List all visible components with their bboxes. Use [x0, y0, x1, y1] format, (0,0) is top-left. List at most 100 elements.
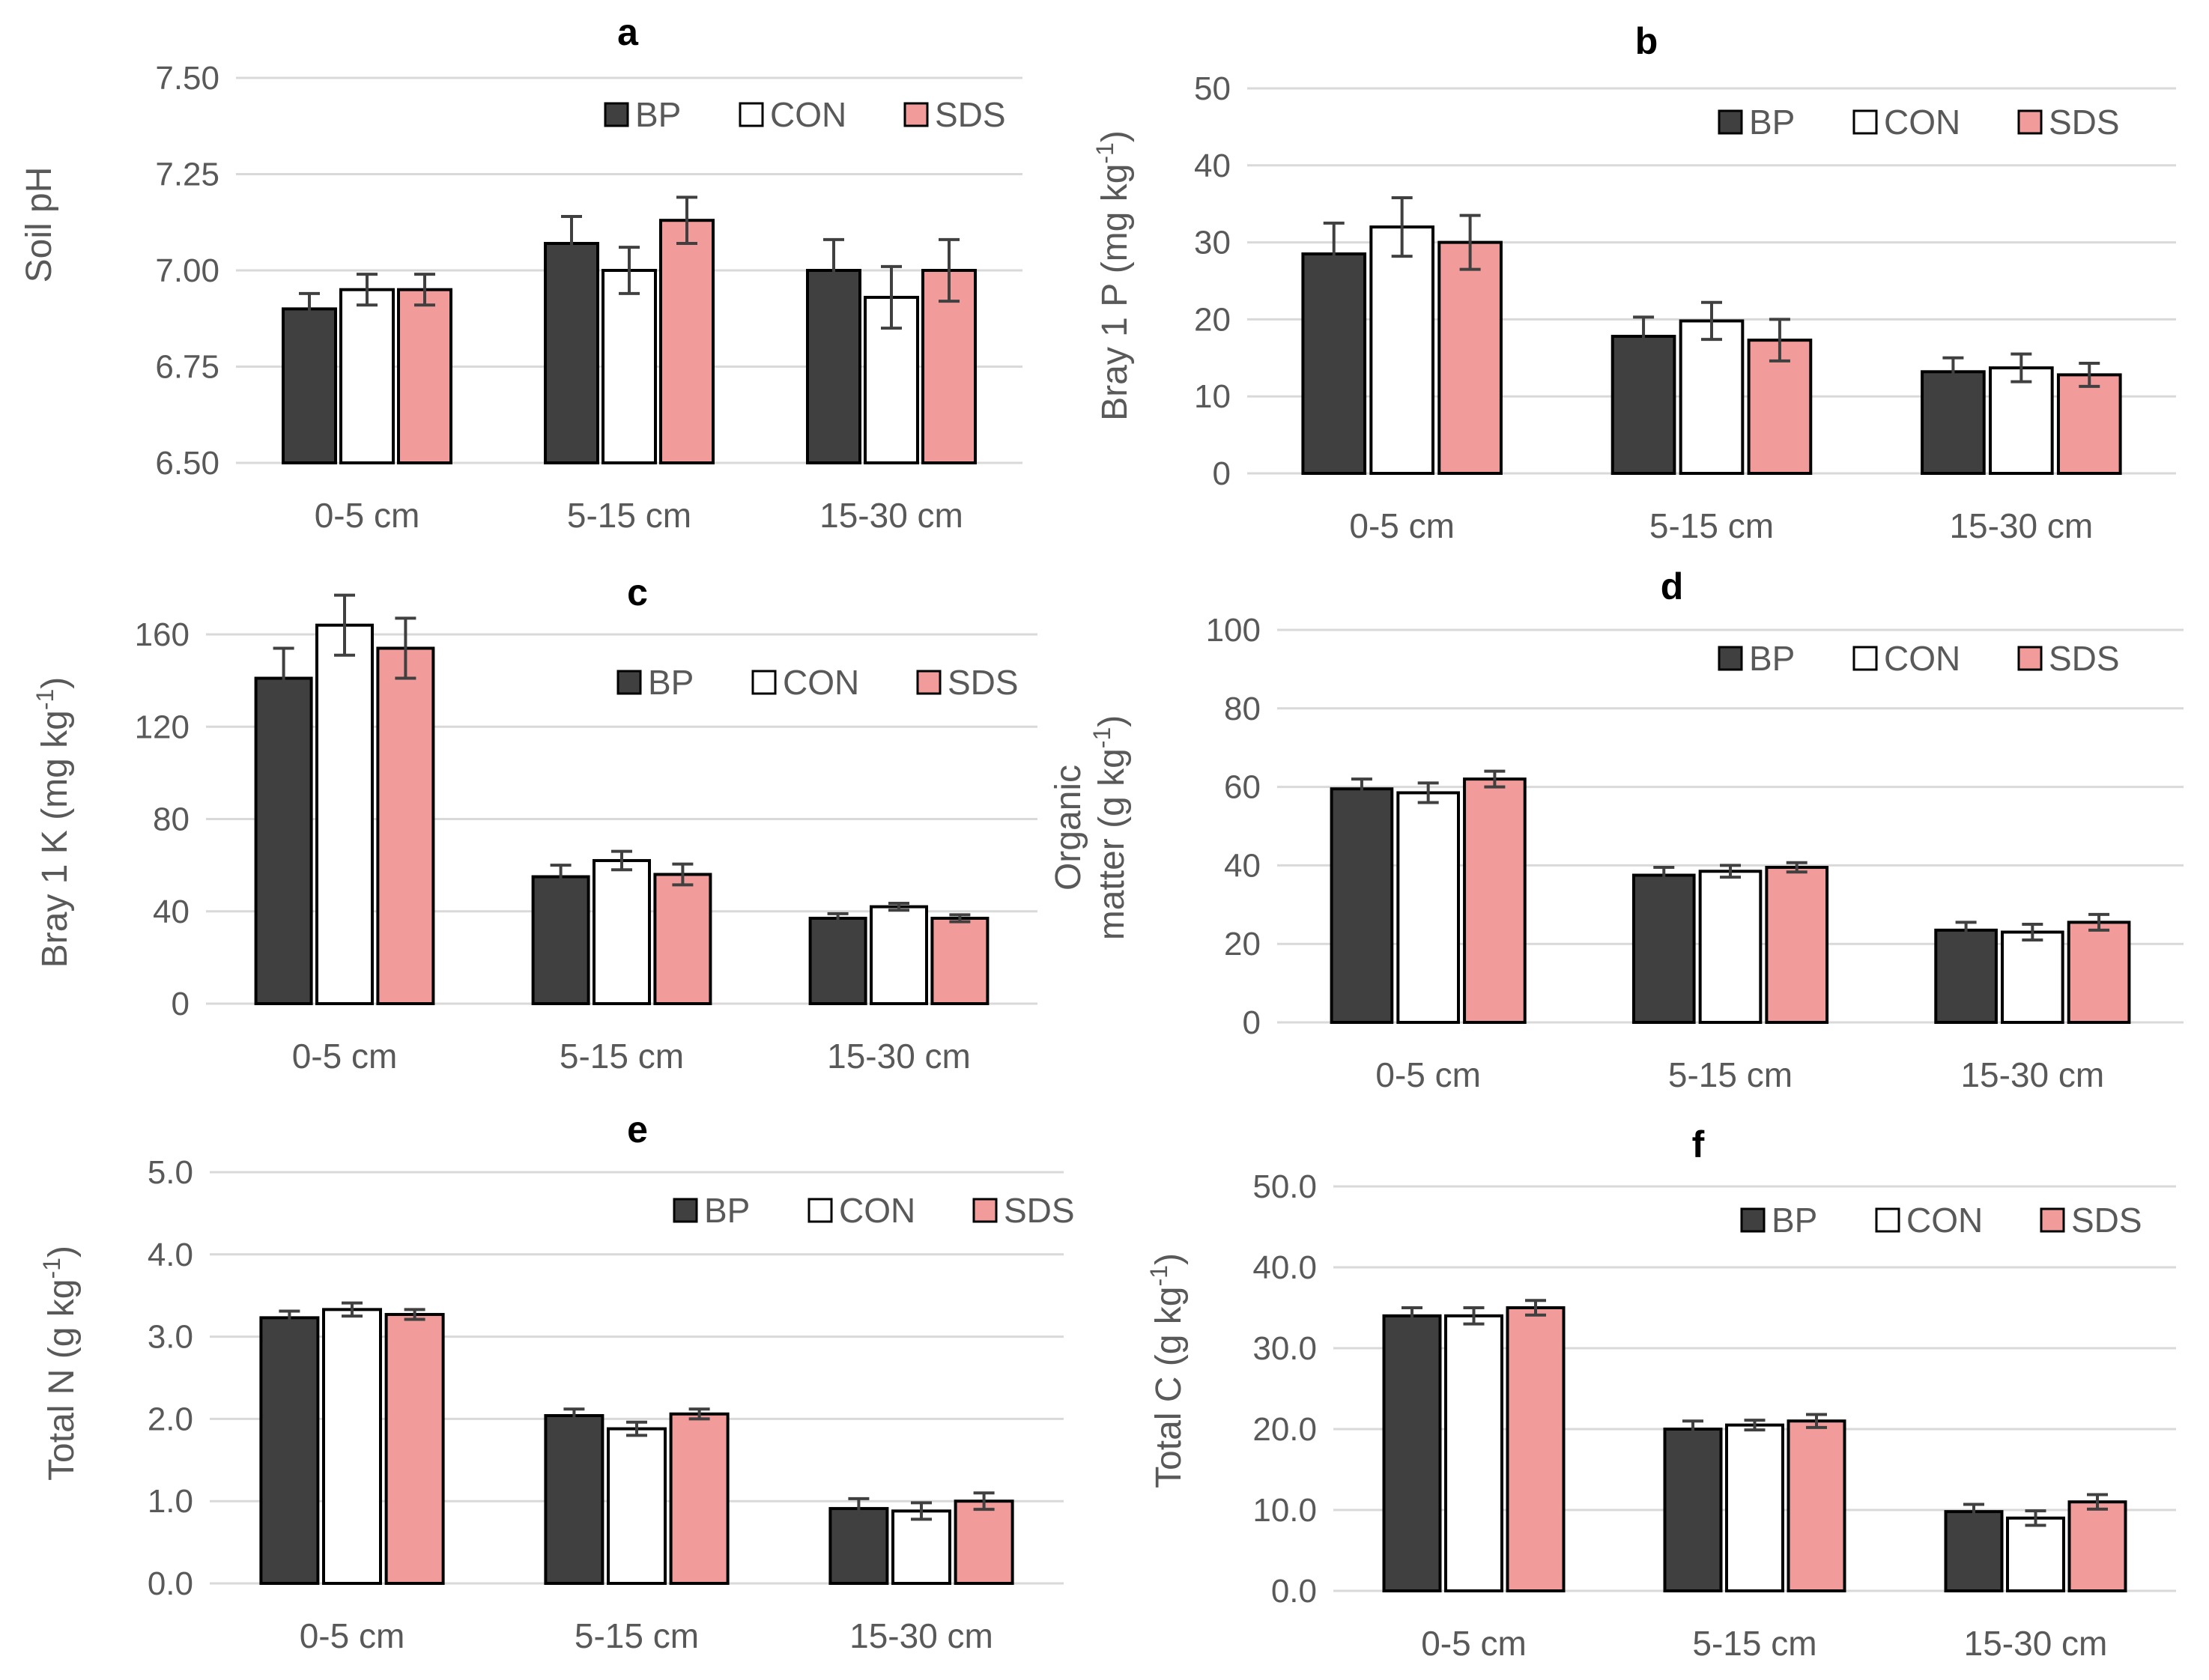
- y-tick-label: 7.00: [155, 252, 219, 289]
- chart-panel-d: 0 20 40 60 80 100 0-5 cm 5-15 cm 15-30 cm d Organi…: [1049, 565, 2184, 1094]
- error-bar: [1786, 861, 1807, 874]
- y-tick-label: 80: [153, 801, 190, 838]
- y-tick-label: 3.0: [148, 1319, 193, 1356]
- error-bar: [1323, 221, 1345, 287]
- panel-letter: e: [627, 1109, 648, 1150]
- error-bar: [357, 273, 378, 307]
- error-bar: [550, 864, 572, 890]
- error-bar: [2010, 352, 2032, 383]
- bar-sds-1: [384, 1312, 445, 1585]
- error-bar: [1701, 300, 1722, 342]
- error-bar: [561, 215, 582, 272]
- legend-swatch-bp: [673, 1198, 698, 1223]
- x-category-label: 5-15 cm: [560, 1037, 684, 1076]
- error-bar: [563, 1407, 585, 1424]
- bar-bp-2: [531, 875, 590, 1005]
- y-tick-label: 40: [1224, 847, 1261, 884]
- bar-bp-1: [1382, 1314, 1442, 1593]
- bar-con-1: [1396, 791, 1461, 1024]
- chart-panel-a: 6.50 6.75 7.00 7.25 7.50 0-5 cm 5-15 cm 15-30 c…: [19, 11, 1022, 535]
- chart-panel-b: 0 10 20 30 40 50 0-5 cm 5-15 cm 15-30 cm b Bray 1 …: [1091, 20, 2176, 545]
- bar-con-1: [339, 288, 395, 465]
- bar-sds-1: [1437, 240, 1503, 475]
- legend: BP CON SDS: [1718, 103, 2120, 142]
- error-bar: [619, 246, 640, 295]
- y-tick-label: 50.0: [1252, 1168, 1317, 1205]
- bar-con-2: [602, 269, 657, 464]
- y-axis-label: Total C (g kg-1): [1145, 1253, 1189, 1488]
- legend-swatch-con: [1875, 1207, 1900, 1233]
- legend-swatch-con: [739, 102, 764, 127]
- legend-label-sds: SDS: [2049, 639, 2120, 678]
- legend-label-sds: SDS: [935, 95, 1006, 134]
- y-tick-label: 2.0: [148, 1401, 193, 1437]
- x-category-label: 5-15 cm: [575, 1616, 699, 1655]
- legend: BP CON SDS: [1718, 639, 2120, 678]
- legend-swatch-con: [751, 670, 777, 695]
- error-bar: [334, 593, 355, 657]
- error-bar: [1391, 195, 1413, 258]
- y-axis-label: Organic: [1049, 765, 1088, 891]
- y-tick-label: 0: [1213, 455, 1231, 492]
- y-tick-label: 5.0: [148, 1154, 193, 1191]
- panel-letter: b: [1635, 20, 1658, 62]
- bar-con-2: [1698, 870, 1763, 1025]
- x-category-label: 5-15 cm: [1649, 506, 1774, 545]
- bar-bp-2: [1663, 1428, 1723, 1592]
- x-category-label: 15-30 cm: [819, 496, 963, 535]
- error-bar: [414, 273, 435, 307]
- y-axis-label: matter (g kg-1): [1088, 715, 1132, 941]
- legend-label-bp: BP: [1749, 639, 1795, 678]
- y-tick-label: 160: [135, 616, 190, 653]
- panel-letter: f: [1692, 1123, 1705, 1165]
- bar-bp-2: [544, 1414, 604, 1586]
- bar-bp-1: [254, 676, 313, 1005]
- bar-sds-1: [1506, 1306, 1566, 1592]
- chart-panel-f: 0.0 10.0 20.0 30.0 40.0 50.0 0-5 cm 5-15 cm 15-3…: [1145, 1123, 2176, 1663]
- bar-con-2: [593, 858, 651, 1006]
- bar-con-3: [891, 1509, 951, 1585]
- x-category-label: 15-30 cm: [827, 1037, 971, 1076]
- error-bar: [1653, 866, 1675, 885]
- error-bar: [688, 1407, 710, 1421]
- legend: BP CON SDS: [604, 95, 1006, 134]
- y-tick-label: 30: [1194, 225, 1231, 261]
- error-bar: [2079, 361, 2100, 388]
- bar-bp-2: [1631, 873, 1696, 1024]
- bar-sds-1: [397, 288, 452, 465]
- legend-swatch-sds: [903, 102, 929, 127]
- x-category-label: 0-5 cm: [1375, 1055, 1481, 1094]
- bar-sds-3: [954, 1499, 1014, 1585]
- y-tick-label: 20.0: [1252, 1411, 1317, 1448]
- error-bar: [2022, 923, 2043, 941]
- error-bar: [1744, 1419, 1766, 1432]
- error-bar: [1955, 921, 1977, 940]
- error-bar: [1459, 213, 1481, 271]
- legend-label-sds: SDS: [2049, 103, 2120, 142]
- error-bar: [342, 1301, 363, 1318]
- error-bar: [1633, 315, 1655, 357]
- y-tick-label: 50: [1194, 70, 1231, 107]
- bar-sds-3: [930, 916, 990, 1006]
- bar-con-3: [2001, 930, 2064, 1024]
- legend-label-con: CON: [783, 663, 859, 702]
- error-bar: [1769, 318, 1790, 363]
- error-bar: [1417, 781, 1439, 804]
- error-bar: [1463, 1306, 1485, 1326]
- y-axis-label: Bray 1 P (mg kg-1): [1091, 130, 1135, 421]
- legend: BP CON SDS: [616, 663, 1019, 702]
- legend-swatch-con: [807, 1198, 833, 1223]
- y-tick-label: 6.75: [155, 349, 219, 386]
- legend-swatch-bp: [1718, 646, 1743, 671]
- error-bar: [672, 862, 694, 887]
- error-bar: [949, 913, 971, 924]
- error-bar: [973, 1491, 995, 1511]
- y-tick-label: 40.0: [1252, 1249, 1317, 1286]
- y-axis-label: Soil pH: [19, 167, 59, 283]
- error-bar: [827, 912, 849, 925]
- error-bar: [299, 291, 320, 326]
- y-tick-label: 7.25: [155, 157, 219, 193]
- legend-label-con: CON: [1884, 103, 1960, 142]
- x-category-label: 5-15 cm: [1692, 1624, 1816, 1663]
- y-tick-label: 0: [172, 986, 190, 1022]
